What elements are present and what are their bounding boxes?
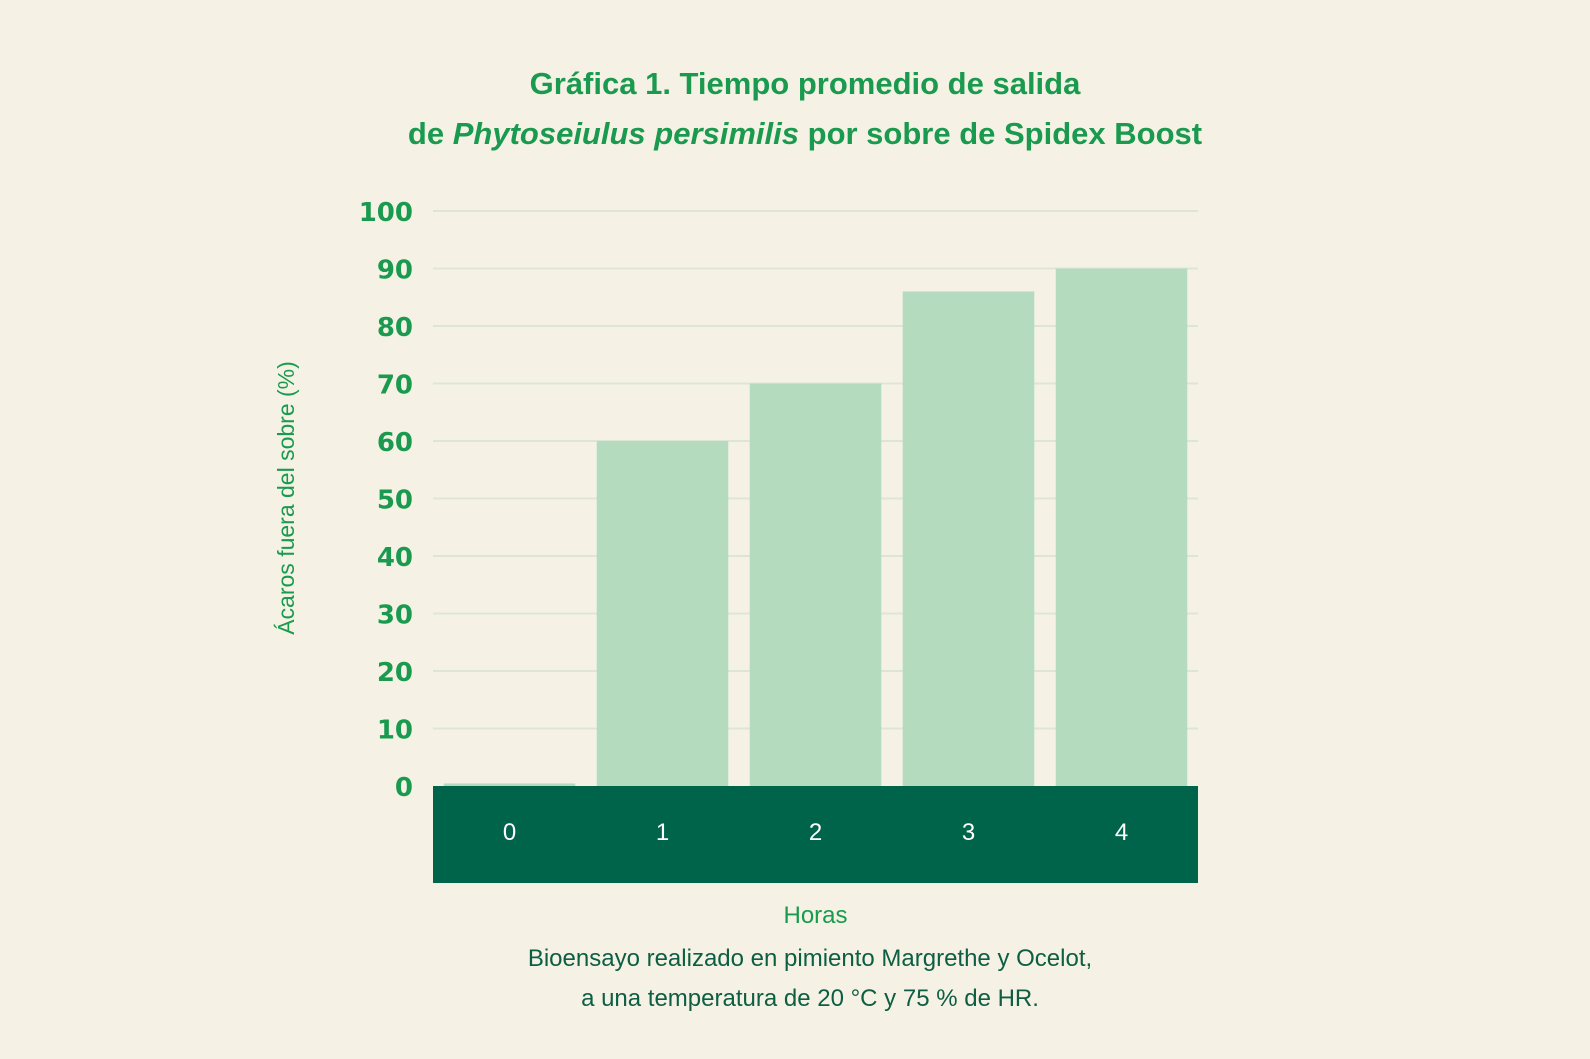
x-tick-label: 4	[1115, 819, 1128, 846]
y-tick-label: 40	[377, 543, 413, 573]
bar	[1055, 268, 1188, 786]
bars	[443, 268, 1188, 786]
x-tick-label: 2	[809, 819, 822, 846]
bar	[902, 291, 1035, 786]
y-tick-label: 50	[377, 486, 413, 516]
chart-title-line1: Gráfica 1. Tiempo promedio de salida	[529, 66, 1081, 101]
y-tick-label: 30	[377, 601, 413, 631]
caption-line2: a una temperatura de 20 °C y 75 % de HR.	[581, 985, 1039, 1012]
chart-title-suffix: por sobre de Spidex Boost	[799, 116, 1203, 151]
x-tick-label: 0	[503, 819, 516, 846]
y-tick-labels: 0 10 20 30 40 50 60 70 80 90 100	[359, 198, 413, 803]
y-tick-label: 100	[359, 198, 413, 228]
y-tick-label: 20	[377, 658, 413, 688]
bar	[443, 783, 576, 786]
y-tick-label: 10	[377, 716, 413, 746]
x-tick-label: 3	[962, 819, 975, 846]
bar	[596, 441, 729, 786]
chart-title-line2: de Phytoseiulus persimilis por sobre de …	[0, 116, 1590, 152]
chart-title-prefix: de	[407, 116, 453, 151]
bar	[749, 383, 882, 786]
y-tick-label: 0	[395, 773, 413, 803]
y-axis-label: Ácaros fuera del sobre (%)	[273, 361, 299, 635]
chart-title-species: Phytoseiulus persimilis	[452, 116, 800, 151]
caption-line1: Bioensayo realizado en pimiento Margreth…	[527, 945, 1093, 972]
y-tick-label: 90	[377, 256, 413, 286]
y-tick-label: 80	[377, 313, 413, 343]
y-tick-label: 60	[377, 428, 413, 458]
y-tick-label: 70	[377, 371, 413, 401]
x-axis-band	[433, 786, 1198, 883]
x-tick-label: 1	[656, 819, 669, 846]
x-tick-labels: 0 1 2 3 4	[503, 819, 1128, 846]
x-axis-label: Horas	[783, 902, 847, 929]
